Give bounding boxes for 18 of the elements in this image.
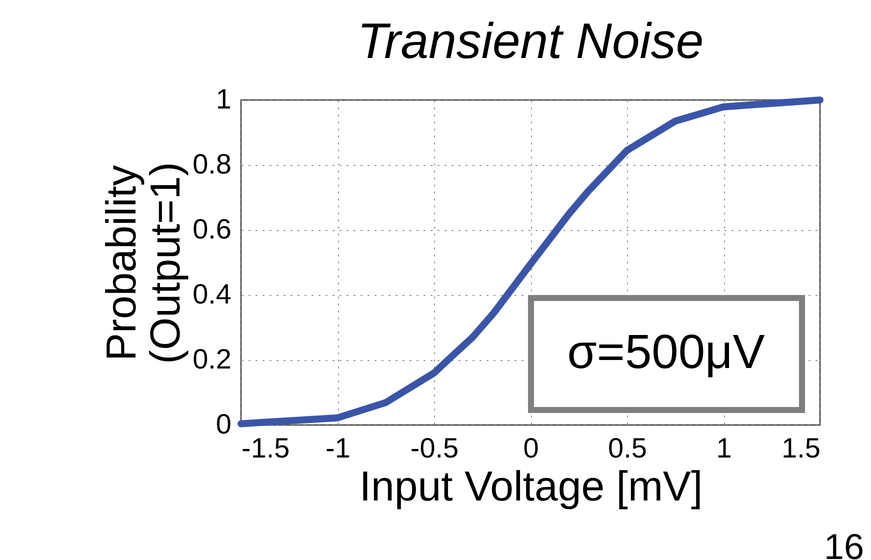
- y-tick-label: 0.2: [192, 344, 232, 374]
- x-tick-label: -0.5: [410, 432, 459, 464]
- x-axis-title: Input Voltage [mV]: [359, 462, 703, 510]
- y-tick-label: 0.8: [192, 148, 232, 180]
- x-tick-label: 0.5: [608, 432, 647, 464]
- y-tick-label: 0.6: [192, 214, 232, 244]
- x-tick-label: 0: [523, 432, 539, 464]
- y-tick-label: 0: [216, 408, 232, 440]
- annotation: σ=500μV: [567, 326, 765, 379]
- x-tick-label: -1: [326, 432, 350, 464]
- text: 16: [824, 526, 864, 560]
- y-axis-title: Probability (Output=1): [98, 162, 189, 364]
- y-tick-label: 1: [216, 84, 232, 114]
- x-tick-label: 1.5: [782, 432, 820, 464]
- x-tick-label: 1: [716, 432, 732, 464]
- x-tick-label: -1.5: [242, 432, 290, 464]
- y-tick-label: 0.4: [192, 278, 232, 310]
- chart-title: Transient Noise: [357, 13, 704, 69]
